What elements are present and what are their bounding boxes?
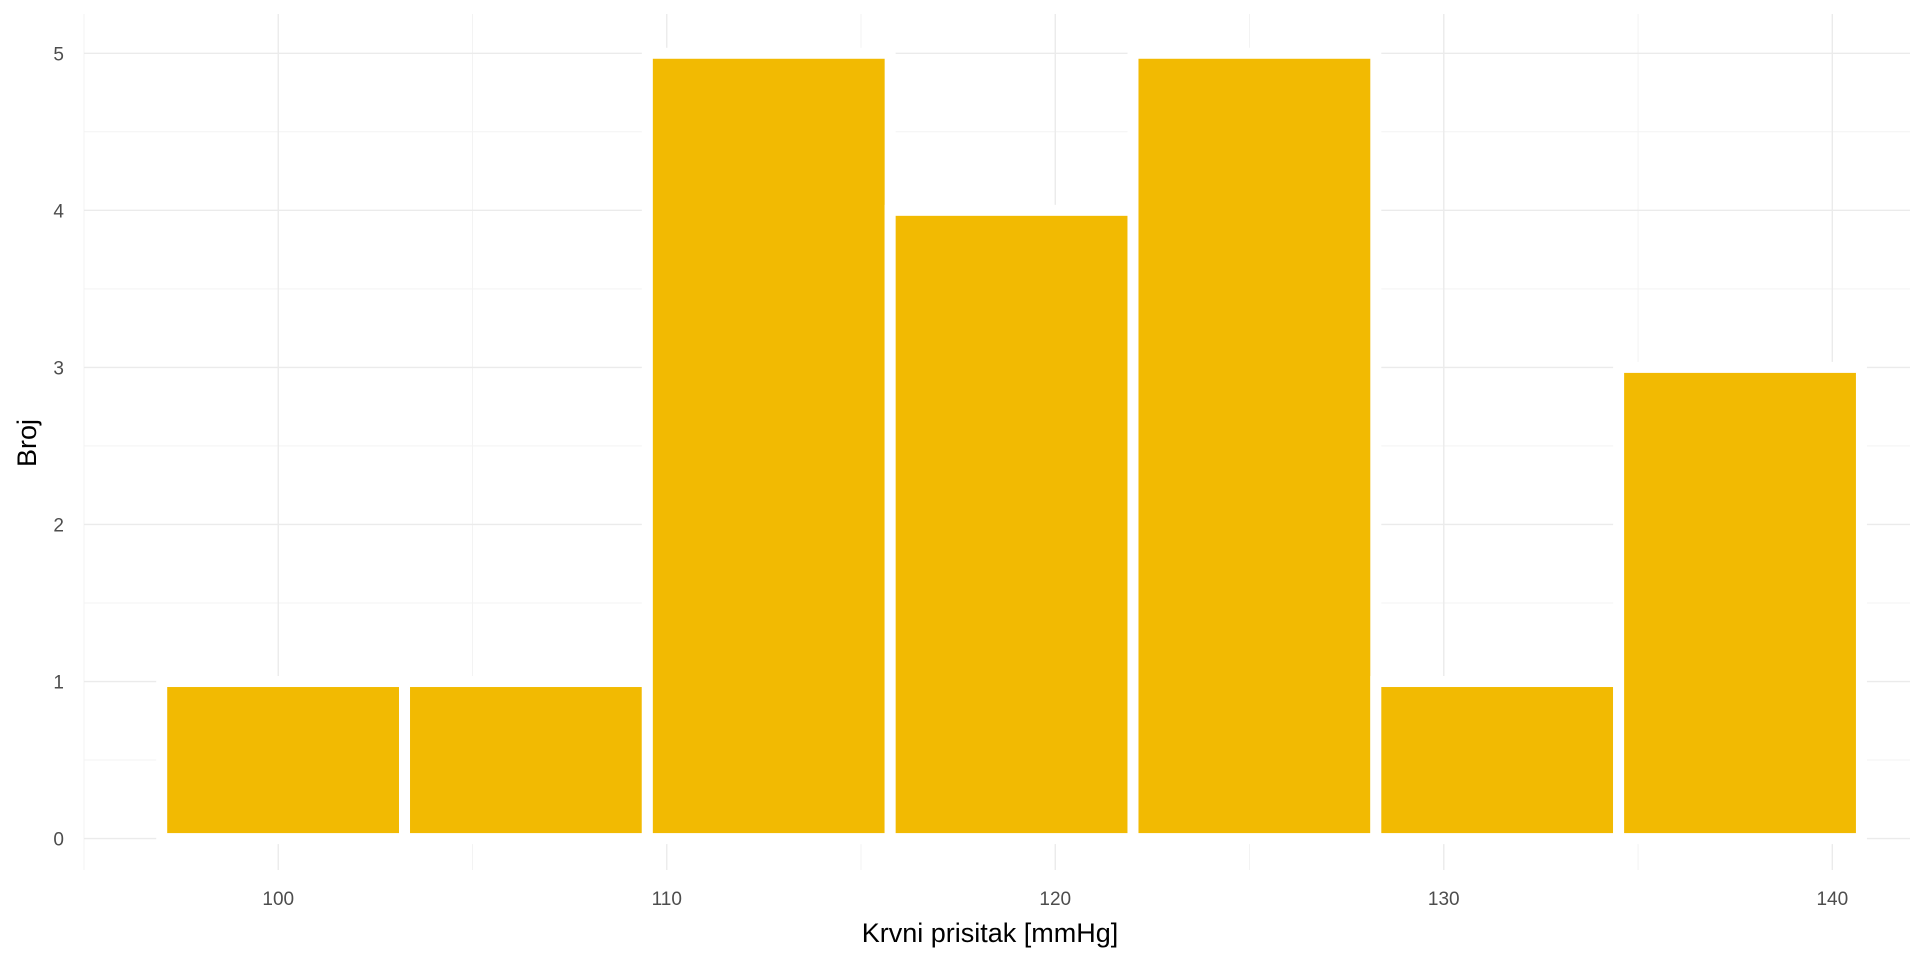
y-tick-label: 1 — [53, 673, 64, 694]
x-tick-label: 110 — [652, 889, 682, 910]
histogram-bar — [884, 204, 1139, 845]
histogram-bar — [399, 676, 653, 845]
histogram-bar — [1613, 361, 1867, 845]
y-tick-label: 5 — [53, 44, 64, 65]
histogram-bar — [1127, 47, 1382, 845]
y-axis-title: Broj — [12, 419, 42, 467]
y-tick-label: 3 — [53, 358, 64, 379]
x-tick-label: 120 — [1039, 889, 1071, 910]
x-tick-label: 100 — [262, 889, 294, 910]
x-tick-label: 140 — [1816, 889, 1848, 910]
histogram-bar — [641, 47, 896, 845]
x-tick-label: 130 — [1428, 889, 1460, 910]
histogram-bar — [156, 676, 411, 845]
y-tick-label: 2 — [53, 515, 64, 536]
x-axis-tick-labels: 100 110 120 130 140 — [262, 889, 1848, 910]
y-tick-label: 4 — [53, 201, 64, 222]
y-axis-tick-labels: 0 1 2 3 4 5 — [53, 44, 64, 850]
histogram-bars — [156, 47, 1867, 845]
x-axis-title: Krvni prisitak [mmHg] — [862, 918, 1119, 948]
y-tick-label: 0 — [53, 830, 64, 851]
histogram-bar — [1370, 676, 1625, 845]
